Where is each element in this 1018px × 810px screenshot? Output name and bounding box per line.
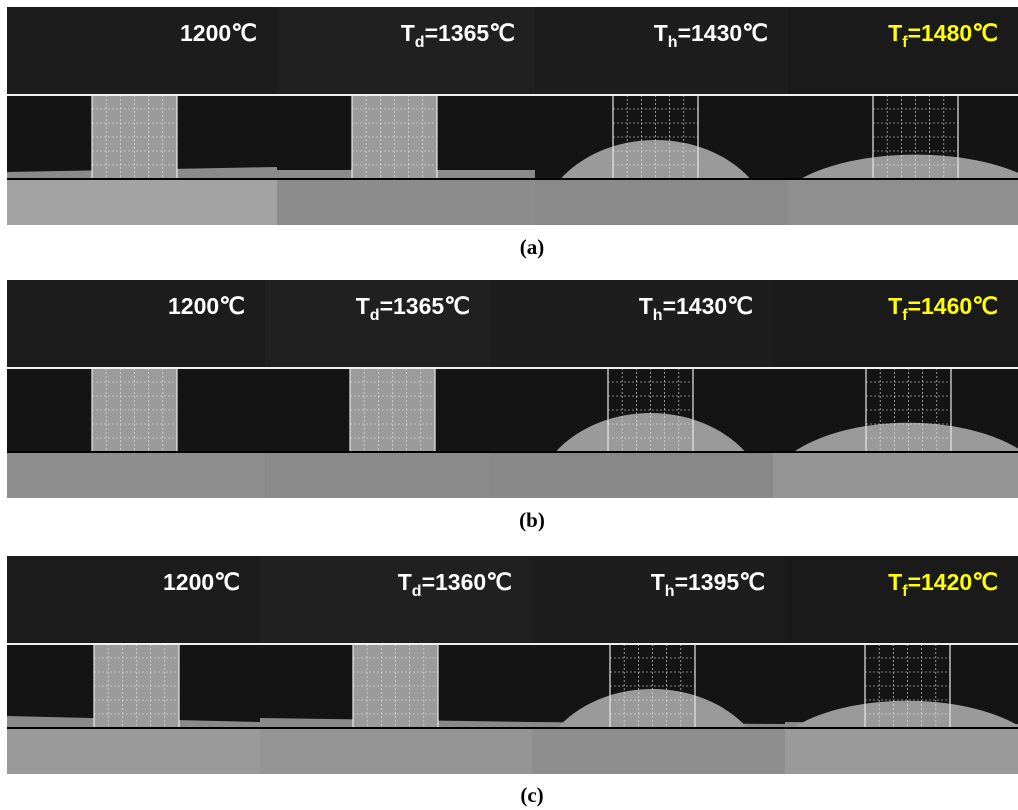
temperature-label: Td=1360℃ [398,569,512,600]
temperature: =1360℃ [422,569,512,595]
substrate [277,179,535,225]
frame: Tf=1420℃ [785,556,1018,774]
temperature-label: Td=1365℃ [401,20,515,51]
sky [532,556,785,644]
sky [7,280,265,368]
frame: Tf=1480℃ [788,7,1018,225]
frame: Th=1430℃ [535,7,788,225]
frame: Td=1360℃ [260,556,532,774]
substrate [788,179,1018,225]
panel: 1200℃ Td=1365℃ Th=1430℃ Tf=1480℃ [7,7,1018,225]
substrate [773,452,1018,498]
sky [788,7,1018,95]
temperature-label: Th=1395℃ [651,569,765,600]
symbol: T [651,569,665,595]
temperature: =1365℃ [380,293,470,319]
frame: Tf=1460℃ [773,280,1018,498]
caption: (a) [520,235,545,259]
symbol: T [654,20,668,46]
temperature: =1430℃ [678,20,768,46]
panel: 1200℃ Td=1365℃ Th=1430℃ Tf=1460℃ [7,280,1018,498]
frame: 1200℃ [7,280,265,498]
symbol: T [888,569,902,595]
subscript: d [415,34,425,51]
sky [7,7,277,95]
sky [490,280,773,368]
temperature: =1420℃ [908,569,998,595]
temperature: =1395℃ [675,569,765,595]
symbol: T [888,293,902,319]
substrate [260,728,532,774]
subscript: f [902,583,908,600]
sky [7,556,260,644]
substrate [7,728,260,774]
symbol: T [401,20,415,46]
substrate [490,452,773,498]
frame: Th=1430℃ [490,280,773,498]
symbol: T [356,293,370,319]
sky [785,556,1018,644]
substrate [265,452,490,498]
temperature: =1460℃ [908,293,998,319]
temperature: =1365℃ [425,20,515,46]
subscript: f [902,34,908,51]
sample-dome [793,422,1018,452]
sky [773,280,1018,368]
sky [260,556,532,644]
temperature: =1430℃ [663,293,753,319]
subscript: h [653,307,663,324]
temperature: 1200℃ [168,293,245,319]
symbol: T [639,293,653,319]
caption: (c) [520,783,543,807]
temperature: 1200℃ [163,569,240,595]
temperature-label: 1200℃ [163,569,240,595]
subscript: d [412,583,422,600]
temperature-label: 1200℃ [168,293,245,319]
temperature-label: Th=1430℃ [654,20,768,51]
caption: (b) [519,508,545,532]
frame: 1200℃ [7,7,277,225]
subscript: h [665,583,675,600]
substrate [532,728,785,774]
temperature: 1200℃ [180,20,257,46]
temperature-label: Tf=1460℃ [888,293,998,324]
substrate [535,179,788,225]
frame: Td=1365℃ [265,280,490,498]
temperature: =1480℃ [908,20,998,46]
sample-dome [792,700,1018,728]
temperature-label: Tf=1480℃ [888,20,998,51]
temperature-label: Tf=1420℃ [888,569,998,600]
substrate [7,452,265,498]
sample-dome [800,154,1018,179]
sky [277,7,535,95]
subscript: h [668,34,678,51]
symbol: T [398,569,412,595]
frame: 1200℃ [7,556,260,774]
panel: 1200℃ Td=1360℃ Th=1395℃ Tf=1420℃ [7,556,1018,774]
subscript: f [902,307,908,324]
temperature-label: Th=1430℃ [639,293,753,324]
substrate [785,728,1018,774]
frame: Td=1365℃ [277,7,535,225]
sky [265,280,490,368]
frame: Th=1395℃ [532,556,785,774]
symbol: T [888,20,902,46]
temperature-label: Td=1365℃ [356,293,470,324]
subscript: d [370,307,380,324]
substrate [7,179,277,225]
sky [535,7,788,95]
temperature-label: 1200℃ [180,20,257,46]
